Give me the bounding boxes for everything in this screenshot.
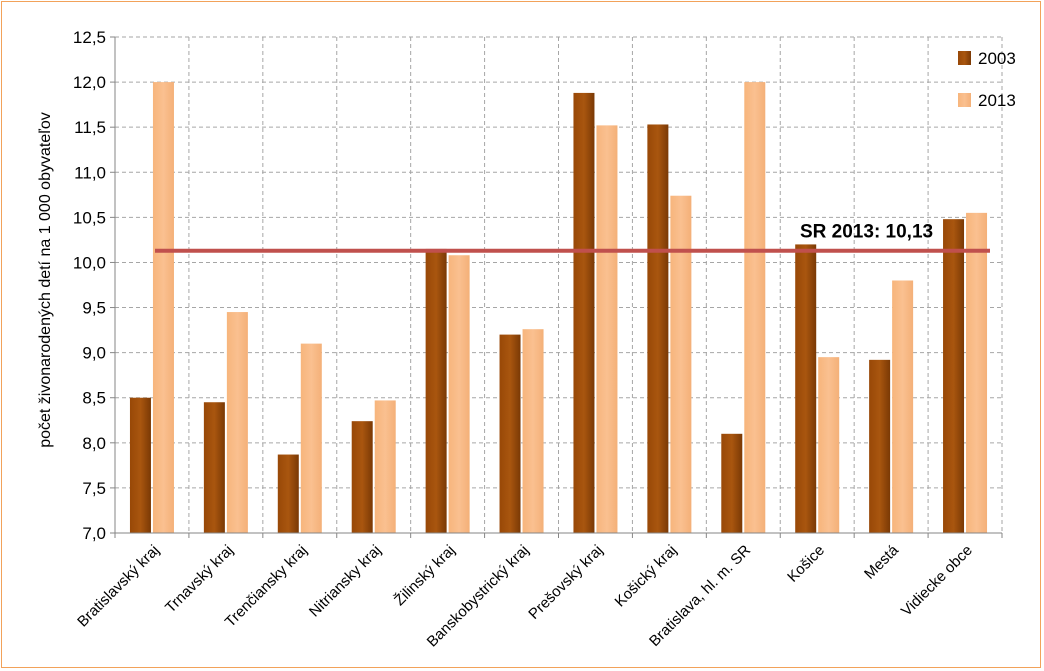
x-tick-label: Košický kraj [612,542,681,611]
legend-label-2013: 2013 [978,91,1016,110]
reference-line-label: SR 2013: 10,13 [800,222,933,243]
y-tick-label: 10,5 [73,208,106,227]
bar-2003 [351,421,373,533]
bar-2013 [818,357,840,533]
legend-swatch-2003 [958,51,971,65]
bar-2013 [374,400,396,533]
bar-2003 [943,219,965,533]
x-tick-label: Bratislavský kraj [74,542,163,631]
y-tick-labels: 7,0 7,5 8,0 8,5 9,0 9,5 10,0 10,5 11,0 11,5 12,0 12… [73,28,106,543]
legend-swatch-2013 [958,93,971,107]
x-tick-labels: Bratislavský kraj Trnavský krajTrenčiansk… [74,541,976,650]
bar-2003 [129,397,151,533]
bar-2003 [499,334,521,533]
bar-2003 [277,454,299,533]
x-tick-label: Košice [784,542,828,586]
bar-2013 [670,195,692,533]
bar-2003 [425,248,447,533]
bar-2013 [226,312,248,533]
y-tick-label: 9,5 [82,299,106,318]
x-tick-label: Trnavský kraj [162,542,237,617]
bar-2003 [647,124,669,533]
gridlines [115,36,1003,533]
x-tick-label: Vidiecke obce [898,542,976,620]
y-tick-label: 9,0 [82,344,106,363]
x-tick-label: Mestá [861,541,902,582]
bar-2003 [795,244,817,533]
y-tick-label: 11,5 [74,118,106,137]
legend-label-2003: 2003 [978,49,1016,68]
y-tick-label: 12,0 [73,73,106,92]
bar-2013 [522,329,544,533]
legend: 2003 2013 [958,49,1016,110]
bar-2013 [596,125,618,534]
x-tick-label: Žilinský kraj [391,542,458,609]
y-tick-label: 10,0 [73,253,106,272]
bar-2003 [203,402,225,533]
y-axis-label: počet živonarodených detí na 1 000 obyva… [37,112,54,448]
bars [129,82,988,534]
x-tick-label: Prešovský kraj [525,542,606,623]
y-tick-label: 12,5 [73,28,106,47]
y-tick-label: 8,0 [82,434,106,453]
bar-2003 [721,433,743,533]
bar-2003 [573,92,595,534]
axes [110,36,1003,538]
bar-2013 [966,212,988,533]
x-tick-label: Nitriansky kraj [306,542,385,621]
bar-2013 [448,255,470,534]
bar-2003 [869,359,891,533]
bar-2013 [892,280,914,533]
bar-2013 [300,343,322,533]
y-tick-label: 8,5 [82,389,106,408]
y-tick-label: 11,0 [74,163,106,182]
y-tick-label: 7,0 [82,524,106,543]
bar-2013 [744,82,766,533]
bar-2013 [152,82,174,533]
y-tick-label: 7,5 [82,479,106,498]
